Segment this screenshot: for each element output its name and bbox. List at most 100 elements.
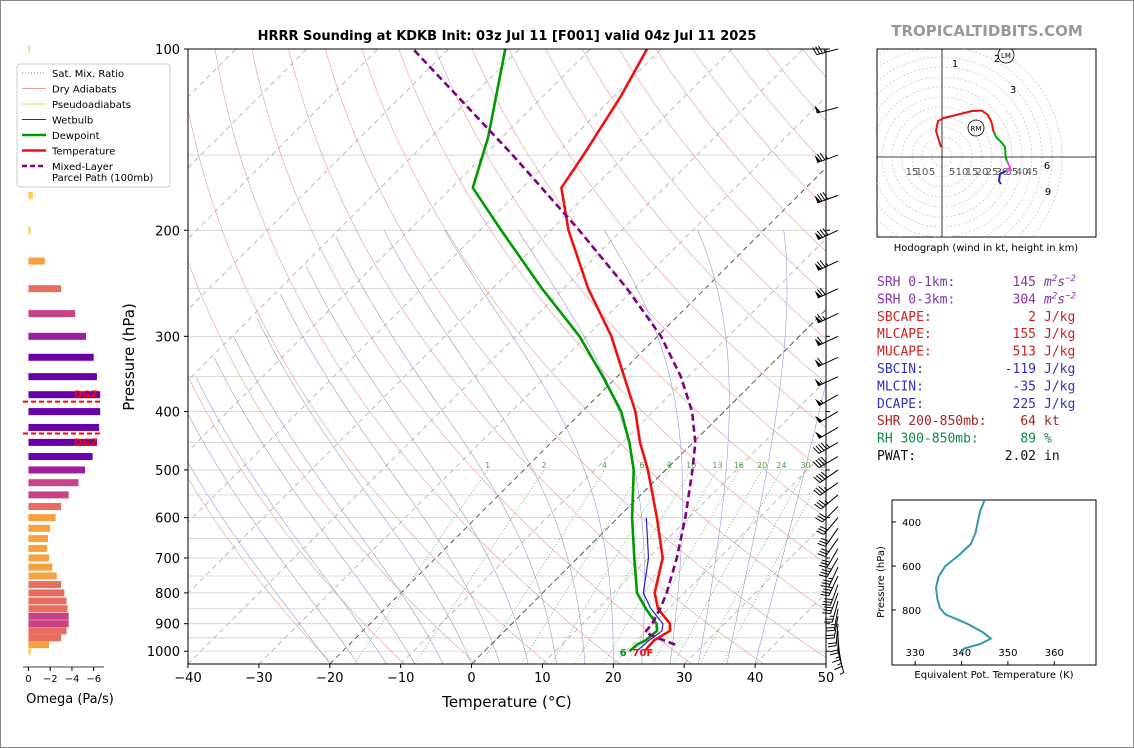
stat-value: 2 [1028,310,1036,325]
moist-adiabat [754,381,826,664]
skewt-axes-frame [187,48,827,665]
isotherm [329,167,826,664]
chart-title: HRRR Sounding at KDKB Init: 03z Jul 11 [… [258,29,757,44]
mixing-ratio-line [574,469,692,664]
barb-full [818,574,828,578]
y-tick-label: 500 [155,464,180,479]
barb-full [818,45,823,54]
watermark: TROPICALTIDBITS.COM [891,22,1083,40]
stat-row: SBCAPE: 2 J/kg [877,310,1075,325]
x-tick-label: −10 [387,671,414,686]
stat-label: SHR 200-850mb: [877,414,987,429]
barb-full [815,459,822,467]
mixing-ratio-label: 1 [485,461,490,470]
x-tick-label: 20 [605,671,622,686]
barb-shaft [830,592,839,614]
legend-item: Pseudoadiabats [22,100,131,111]
legend-label: Dewpoint [52,131,100,142]
barb-full [815,517,823,523]
isotherm [188,49,520,382]
omega-bar [28,438,97,446]
x-tick-label: −20 [316,671,343,686]
hodo-segment [1005,160,1013,172]
barb-flag [814,398,823,406]
mixing-ratio-label: 8 [667,461,672,470]
barb-full [829,652,839,656]
barb-full [816,530,825,535]
hodo-height-label: 9 [1045,187,1051,198]
omega-bar [28,634,62,642]
stat-label: MLCIN: [877,379,924,394]
stat-value: 513 [1013,345,1036,360]
hodo-ring-label: 15 [906,167,919,178]
legend-label: Dry Adiabats [52,85,116,96]
omega-bar [28,544,47,552]
barb-full [812,47,818,55]
moist-adiabat [517,230,645,664]
barb-half [822,315,826,320]
stat-value: 89 [1020,432,1036,447]
stat-value: 64 [1020,414,1036,429]
barb-full [819,550,828,555]
wind-barb [820,566,839,588]
stat-label: PWAT: [877,449,916,464]
storm-motion-label: RM [971,125,982,133]
barb-full [820,548,830,553]
omega-bar [28,641,50,649]
barb-half [823,48,826,53]
wind-barb [812,456,839,468]
mixing-ratio-line [521,469,643,664]
barb-full [813,489,821,496]
omega-bar [28,535,49,543]
theta-y-tick-label: 400 [902,518,921,529]
barb-full [822,228,829,236]
mixing-ratio-label: 24 [776,461,786,470]
wind-barb [814,335,839,347]
barb-half [839,672,844,675]
barb-flag [814,155,822,163]
wind-barb [816,517,839,535]
skewt-background-lines: 1 2 4 6 8 10 13 16 20 24 30 36 [188,49,826,664]
wind-barb [814,376,839,387]
isotherm [258,96,826,664]
stat-row: MLCAPE: 155 J/kg [877,327,1075,342]
omega-bar [28,391,101,399]
wind-barb [822,584,839,606]
barb-shaft [837,651,845,673]
barb-flag [814,338,822,346]
omega-tick-label: 0 [25,674,31,685]
mixing-ratio-label: 6 [639,461,644,470]
mixing-ratio-line [480,469,605,664]
omega-bar [28,373,97,381]
barb-full [819,540,828,545]
omega-bar [28,620,69,628]
theta-y-tick-label: 600 [902,562,921,573]
barb-full [825,637,835,640]
barb-full [826,634,835,637]
omega-bar [28,627,67,635]
series-line-temperature [560,49,672,653]
storm-motion-marker [997,49,1015,64]
moist-adiabat [188,461,331,664]
barb-half [825,262,829,267]
barb-full [822,612,831,615]
omega-bar [28,332,87,340]
dry-adiabat [508,49,826,428]
stat-label: SRH 0-3km: [877,292,955,307]
barb-shaft [818,427,839,439]
omega-bar [28,285,62,293]
barb-full [816,501,824,508]
legend: Sat. Mix. Ratio Dry Adiabats Pseudoadiabat… [16,63,171,188]
stat-value: 2.02 [1005,449,1036,464]
hodo-ring-label: 15 [966,167,979,178]
hodo-height-label: 6 [1044,161,1050,172]
stat-value: 225 [1013,397,1036,412]
moist-adiabat [697,230,730,664]
hodo-segment [997,170,1007,185]
dry-adiabat [188,375,405,664]
theta-e-y-label: Pressure (hPa) [876,546,887,618]
isotherm [542,379,826,664]
barb-full [825,629,835,632]
hodo-height-label: 1 [952,59,958,70]
omega-bar [28,503,62,511]
